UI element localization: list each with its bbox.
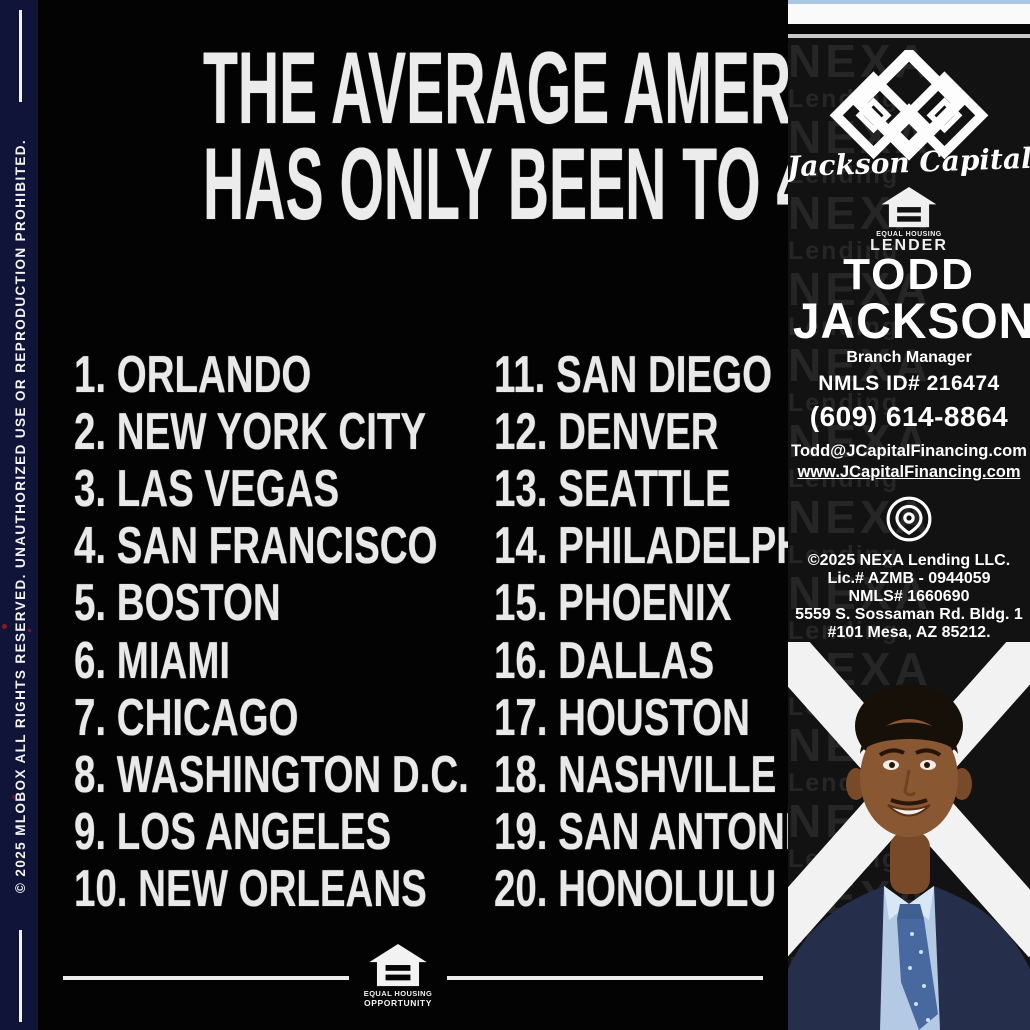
top-strip-white bbox=[788, 4, 1030, 24]
ehl-label-line1: EQUAL HOUSING bbox=[876, 231, 942, 238]
list-item: 6. MIAMI bbox=[74, 631, 231, 690]
equal-housing-lender-icon bbox=[881, 187, 937, 228]
strip-dash-top bbox=[18, 10, 22, 102]
ehl-label-line2: LENDER bbox=[870, 237, 948, 254]
city-list-column-1: 1. ORLANDO 2. NEW YORK CITY 3. LAS VEGAS… bbox=[74, 345, 608, 919]
top-strip-blue bbox=[788, 0, 1030, 4]
list-item: 15. PHOENIX bbox=[494, 574, 732, 633]
company-line: NMLS# 1660690 bbox=[848, 587, 970, 605]
red-speck bbox=[2, 624, 7, 629]
red-speck bbox=[28, 629, 31, 632]
eho-label-line1: EQUAL HOUSING bbox=[363, 989, 433, 998]
company-line: 5559 S. Sossaman Rd. Bldg. 1 bbox=[795, 606, 1023, 624]
title-line-1: THE AVERAGE AMERICAN bbox=[203, 31, 931, 145]
list-item: 11. SAN DIEGO bbox=[494, 345, 773, 404]
equal-housing-opportunity-logo: EQUAL HOUSING OPPORTUNITY bbox=[363, 944, 433, 1008]
list-item: 1. ORLANDO bbox=[74, 345, 312, 404]
agent-first-name: TODD bbox=[843, 250, 975, 299]
list-item: 19. SAN ANTONIO bbox=[494, 803, 826, 862]
list-item: 8. WASHINGTON D.C. bbox=[74, 745, 469, 804]
list-item: 10. NEW ORLEANS bbox=[74, 860, 427, 919]
equal-housing-opportunity-icon bbox=[369, 944, 427, 987]
eho-label-line2: OPPORTUNITY bbox=[364, 997, 432, 1008]
location-pin-icon bbox=[886, 496, 932, 542]
divider-line bbox=[447, 976, 763, 980]
list-item: 12. DENVER bbox=[494, 402, 719, 461]
sidebar-body: NEXA Lending NEXA Lending NEXA Lending NEXA Len… bbox=[788, 38, 1030, 1030]
list-item: 3. LAS VEGAS bbox=[74, 459, 340, 518]
company-info-block: ©2025 NEXA Lending LLC. Lic.# AZMB - 094… bbox=[788, 552, 1030, 642]
list-item: 4. SAN FRANCISCO bbox=[74, 517, 438, 576]
list-item: 14. PHILADELPHIA bbox=[494, 517, 843, 576]
title-line-2: HAS ONLY BEEN TO 4 bbox=[203, 127, 809, 241]
agent-email: Todd@JCapitalFinancing.com bbox=[791, 441, 1027, 460]
agent-photo bbox=[788, 642, 1030, 1030]
copyright-text: © 2025 MLOBOX ALL RIGHTS RESERVED. UNAUT… bbox=[12, 138, 28, 894]
red-speck bbox=[12, 795, 15, 799]
company-line: ©2025 NEXA Lending LLC. bbox=[807, 551, 1011, 569]
brand-name: Jackson Capital bbox=[788, 141, 1030, 184]
strip-dash-bottom bbox=[18, 930, 22, 1022]
company-line: #101 Mesa, AZ 85212. bbox=[827, 624, 991, 642]
branding-sidebar: NEXA Lending NEXA Lending NEXA Lending NEXA Len… bbox=[788, 0, 1030, 1030]
list-item: 18. NASHVILLE bbox=[494, 745, 777, 804]
list-item: 17. HOUSTON bbox=[494, 688, 750, 747]
company-line: Lic.# AZMB - 0944059 bbox=[827, 569, 991, 587]
list-item: 7. CHICAGO bbox=[74, 688, 299, 747]
copyright-rotated-text: © 2025 MLOBOX ALL RIGHTS RESERVED. UNAUT… bbox=[8, 10, 32, 1022]
agent-info-block: TODD JACKSON Branch Manager NMLS ID# 216… bbox=[788, 250, 1030, 642]
equal-housing-lender-logo: EQUAL HOUSING LENDER bbox=[870, 187, 948, 254]
city-list-column-2: 11. SAN DIEGO 12. DENVER 13. SEATTLE 14.… bbox=[494, 345, 965, 919]
main-panel: THE AVERAGE AMERICAN HAS ONLY BEEN TO 4 … bbox=[38, 0, 931, 1030]
agent-website: www.JCapitalFinancing.com bbox=[797, 462, 1021, 481]
list-item: 16. DALLAS bbox=[494, 631, 715, 690]
top-strip-black bbox=[788, 24, 1030, 34]
brand-block: Jackson Capital EQUAL HOUSING LENDER bbox=[788, 38, 1030, 254]
list-item: 2. NEW YORK CITY bbox=[74, 402, 427, 461]
top-strip-silver bbox=[788, 34, 1030, 38]
page-title: THE AVERAGE AMERICAN HAS ONLY BEEN TO 4 bbox=[38, 31, 931, 241]
list-item: 20. HONOLULU bbox=[494, 860, 777, 919]
agent-last-name: JACKSON bbox=[792, 292, 1030, 349]
list-item: 9. LOS ANGELES bbox=[74, 803, 392, 862]
list-item: 5. BOSTON bbox=[74, 574, 281, 633]
jackson-capital-diamonds-icon bbox=[829, 50, 989, 161]
agent-phone: (609) 614-8864 bbox=[809, 400, 1009, 432]
agent-nmls-id: NMLS ID# 216474 bbox=[818, 371, 1000, 395]
divider-line bbox=[63, 976, 349, 980]
agent-job-title: Branch Manager bbox=[846, 348, 972, 366]
footer-divider: EQUAL HOUSING OPPORTUNITY bbox=[38, 944, 788, 1008]
list-item: 13. SEATTLE bbox=[494, 459, 731, 518]
copyright-strip: © 2025 MLOBOX ALL RIGHTS RESERVED. UNAUT… bbox=[0, 0, 38, 1030]
